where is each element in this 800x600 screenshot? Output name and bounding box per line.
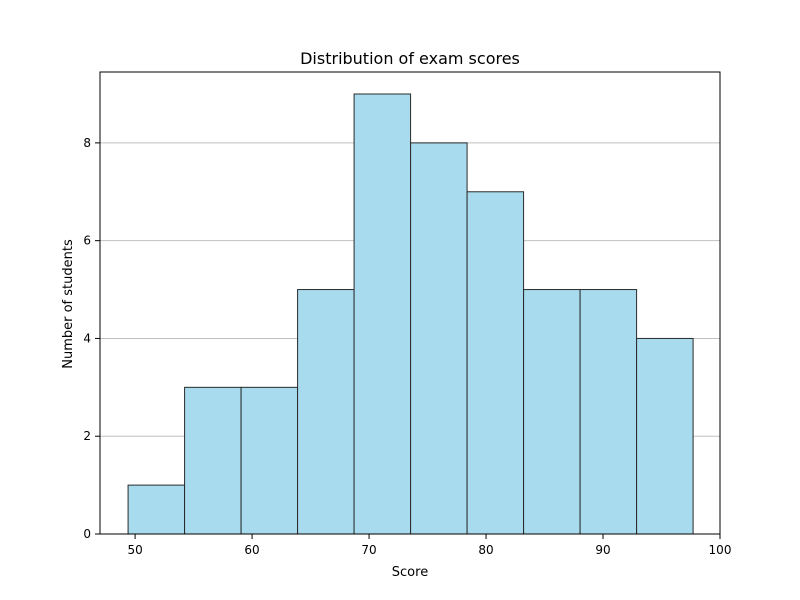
plot-frame (99, 71, 721, 535)
chart-title: Distribution of exam scores (300, 49, 520, 68)
histogram-bar-1 (127, 484, 186, 535)
x-tick-label: 80 (478, 543, 493, 557)
x-tick-label: 100 (709, 543, 732, 557)
histogram-bar-5 (353, 93, 412, 535)
histogram-bar-4 (297, 289, 355, 535)
y-tick-label: 0 (83, 527, 91, 541)
histogram-bar-2 (184, 386, 242, 535)
x-axis-label: Score (392, 565, 428, 580)
histogram-bar-3 (240, 386, 299, 535)
x-axis-ticks: 50 60 70 80 90 100 (127, 534, 731, 557)
y-axis-ticks: 0 2 4 6 8 (83, 136, 100, 541)
y-tick-label: 6 (83, 234, 91, 248)
x-tick-label: 60 (244, 543, 259, 557)
histogram-bar-7 (466, 191, 525, 535)
y-tick-label: 4 (83, 331, 91, 345)
histogram-bar-9 (579, 289, 638, 535)
x-tick-label: 70 (361, 543, 376, 557)
x-tick-label: 90 (595, 543, 610, 557)
y-axis-label: Number of students (61, 239, 76, 369)
x-tick-label: 50 (127, 543, 142, 557)
bars (127, 93, 694, 535)
histogram-bar-10 (636, 337, 694, 535)
y-tick-label: 8 (83, 136, 91, 150)
histogram-bar-6 (410, 142, 468, 535)
histogram-bar-8 (523, 289, 581, 535)
y-tick-label: 2 (83, 429, 91, 443)
